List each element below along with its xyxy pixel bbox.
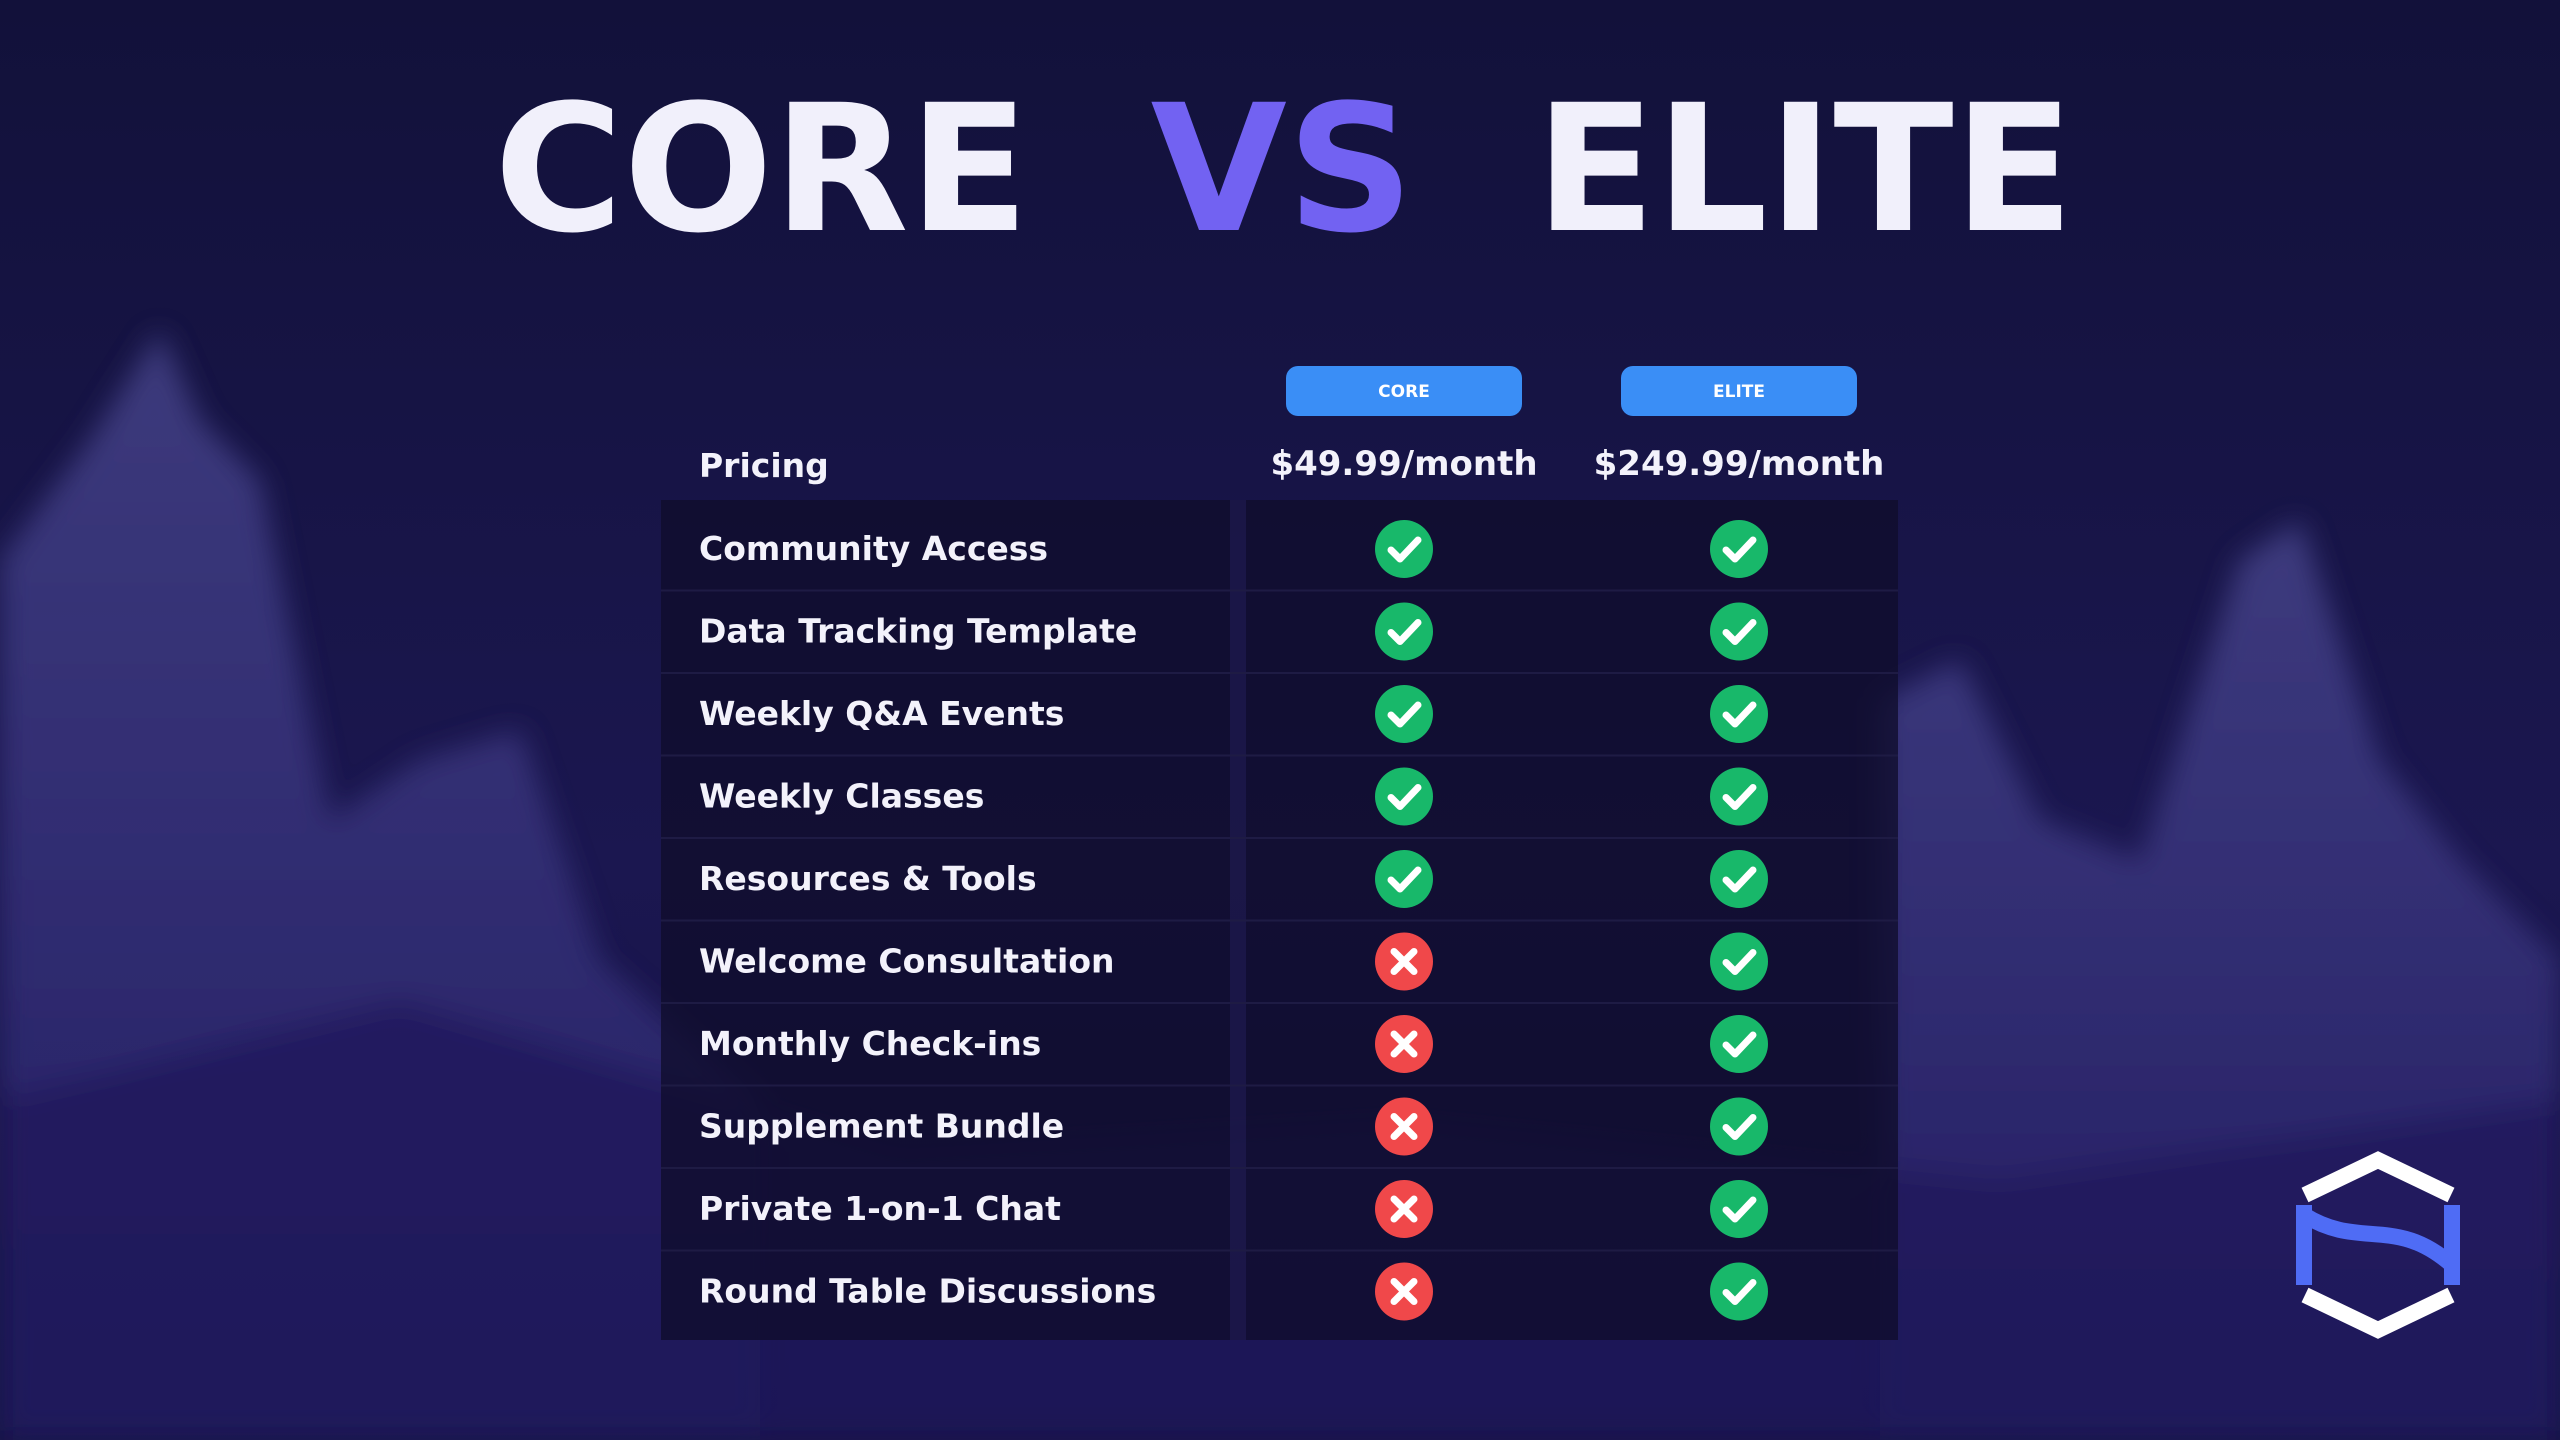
title-part: VS xyxy=(1151,67,1414,272)
icon-circle xyxy=(1710,1262,1768,1321)
check-icon xyxy=(1710,1015,1768,1073)
check-icon xyxy=(1710,685,1768,743)
check-mark xyxy=(1722,1114,1757,1140)
cross-icon xyxy=(1375,1097,1433,1156)
check-mark xyxy=(1722,536,1757,563)
icon-circle xyxy=(1710,1015,1768,1073)
check-icon xyxy=(1710,767,1768,826)
check-mark xyxy=(1722,1279,1757,1305)
column-header: ELITE xyxy=(1713,382,1765,402)
check-mark xyxy=(1722,784,1757,810)
check-icon xyxy=(1710,932,1768,991)
check-mark xyxy=(1387,619,1422,645)
icon-circle xyxy=(1710,850,1768,908)
check-icon xyxy=(1375,520,1433,578)
column-header-pill xyxy=(1621,366,1857,416)
icon-circle xyxy=(1375,850,1433,908)
column-header-pill xyxy=(1286,366,1522,416)
icon-circle xyxy=(1710,602,1768,661)
logo xyxy=(2296,1151,2460,1339)
row-label: Weekly Classes xyxy=(699,777,984,816)
row-label: Welcome Consultation xyxy=(699,942,1115,981)
icon-circle xyxy=(1375,685,1433,743)
row-label: Supplement Bundle xyxy=(699,1107,1064,1146)
cross-icon xyxy=(1375,1015,1433,1073)
icon-circle xyxy=(1375,767,1433,826)
row-label: Weekly Q&A Events xyxy=(699,694,1064,733)
check-mark xyxy=(1722,866,1757,893)
check-mark xyxy=(1722,619,1757,645)
title-part: ELITE xyxy=(1535,67,2074,272)
check-mark xyxy=(1722,701,1757,728)
cross-mark xyxy=(1390,1195,1418,1223)
check-icon xyxy=(1375,767,1433,826)
cross-icon xyxy=(1375,1180,1433,1238)
cross-mark xyxy=(1390,1113,1418,1140)
cross-mark xyxy=(1390,1030,1418,1058)
icon-circle xyxy=(1375,520,1433,578)
check-mark xyxy=(1722,1031,1757,1058)
check-icon xyxy=(1710,602,1768,661)
icon-circle xyxy=(1710,685,1768,743)
check-mark xyxy=(1387,784,1422,810)
check-icon xyxy=(1375,850,1433,908)
check-icon xyxy=(1375,602,1433,661)
icon-circle xyxy=(1375,602,1433,661)
check-mark xyxy=(1722,1196,1757,1223)
row-label: Pricing xyxy=(699,446,829,485)
row-label: Private 1-on-1 Chat xyxy=(699,1189,1061,1228)
check-icon xyxy=(1375,685,1433,743)
check-mark xyxy=(1722,949,1757,975)
cross-mark xyxy=(1390,1278,1418,1305)
comparison-table: CORE ELITE Pricing $49.99/month $249.99/mont… xyxy=(661,366,1898,1321)
icon-circle xyxy=(1710,1180,1768,1238)
icon-circle xyxy=(1710,932,1768,991)
check-icon xyxy=(1710,1180,1768,1238)
check-mark xyxy=(1387,866,1422,893)
icon-circle xyxy=(1710,1097,1768,1156)
check-mark xyxy=(1387,536,1422,563)
row-label: Monthly Check-ins xyxy=(699,1024,1041,1063)
check-icon xyxy=(1710,1262,1768,1321)
icon-circle xyxy=(1710,520,1768,578)
cross-icon xyxy=(1375,932,1433,991)
cross-icon xyxy=(1375,1262,1433,1321)
row-label: Round Table Discussions xyxy=(699,1272,1156,1311)
column-header: CORE xyxy=(1378,382,1430,402)
price: $249.99/month xyxy=(1594,444,1885,484)
check-icon xyxy=(1710,520,1768,578)
row-label: Resources & Tools xyxy=(699,859,1037,898)
row-label: Community Access xyxy=(699,529,1048,568)
icon-circle xyxy=(1710,767,1768,826)
check-mark xyxy=(1387,701,1422,728)
cross-mark xyxy=(1390,948,1418,975)
title: CORE VS ELITE xyxy=(494,67,2074,272)
title-part: CORE xyxy=(494,67,1029,272)
check-icon xyxy=(1710,850,1768,908)
row-label: Data Tracking Template xyxy=(699,612,1137,651)
price: $49.99/month xyxy=(1270,444,1537,484)
check-icon xyxy=(1710,1097,1768,1156)
